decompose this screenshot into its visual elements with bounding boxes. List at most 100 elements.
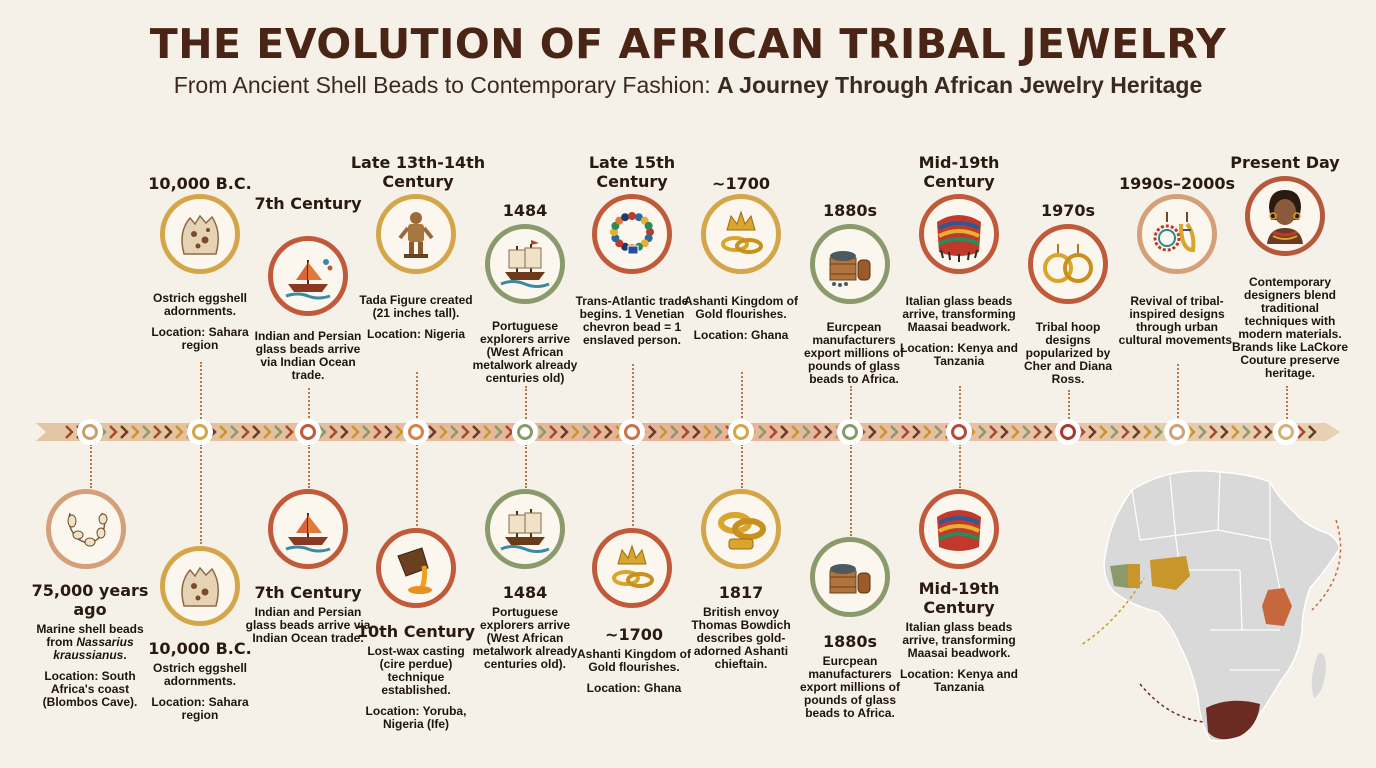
- band-chevron: [472, 425, 481, 439]
- eggshell-icon: [160, 546, 240, 626]
- band-chevron: [703, 425, 712, 439]
- band-chevron: [659, 425, 668, 439]
- band-chevron: [813, 425, 822, 439]
- band-chevron: [1143, 425, 1152, 439]
- map-arrow: [1311, 519, 1342, 611]
- timeline-node: [1164, 419, 1190, 445]
- connector: [308, 444, 310, 488]
- event-bottom-1484: 1484 Portuguese explorers arrive (West A…: [465, 583, 585, 671]
- maasai-collar-icon: [919, 489, 999, 569]
- timeline-node: [1055, 419, 1081, 445]
- page-title: THE EVOLUTION OF AFRICAN TRIBAL JEWELRY: [149, 20, 1227, 68]
- connector: [200, 444, 202, 544]
- crown-rings-icon: [701, 194, 781, 274]
- band-chevron: [692, 425, 701, 439]
- event-desc: Ostrich eggshell adornments.: [152, 661, 248, 688]
- event-date: 7th Century: [254, 583, 362, 602]
- event-date: 75,000 years ago: [31, 581, 149, 619]
- subtitle-plain: From Ancient Shell Beads to Contemporary…: [173, 72, 718, 98]
- map-arrow: [1139, 683, 1205, 723]
- band-chevron: [560, 425, 569, 439]
- event-bottom-mid-19th: Mid-19th Century Italian glass beads arr…: [899, 579, 1019, 694]
- event-bottom-10th-century: 10th Century Lost-wax casting (cire perd…: [356, 622, 476, 731]
- event-top-1990s-text: Revival of tribal-inspired designs throu…: [1117, 291, 1237, 347]
- band-chevron: [593, 425, 602, 439]
- band-chevron: [263, 425, 272, 439]
- map-arrow: [1080, 577, 1145, 647]
- band-chevron: [65, 425, 74, 439]
- band-chevron: [483, 425, 492, 439]
- casting-pot-icon: [376, 528, 456, 608]
- band-chevron: [571, 425, 580, 439]
- event-top-1880s-text: Eurcpean manufacturers export millions o…: [794, 317, 914, 386]
- timeline-node: [77, 419, 103, 445]
- desc-post: .: [123, 648, 127, 662]
- band-chevron: [1033, 425, 1042, 439]
- event-date: Mid-19th Century: [918, 153, 1000, 191]
- bead: [621, 242, 630, 251]
- band-chevron: [142, 425, 151, 439]
- band-chevron: [978, 425, 987, 439]
- bead: [628, 212, 636, 220]
- event-location: Location: Ghana: [693, 328, 789, 342]
- crate-barrel-icon: [810, 537, 890, 617]
- event-desc: Eurcpean manufacturers export millions o…: [803, 320, 904, 386]
- connector: [850, 444, 852, 536]
- band-chevron: [230, 425, 239, 439]
- band-chevron: [1121, 425, 1130, 439]
- band-chevron: [241, 425, 250, 439]
- caravel-icon: [485, 489, 565, 569]
- band-chevron: [1011, 425, 1020, 439]
- band-chevron: [549, 425, 558, 439]
- event-desc: Marine shell beads from Nassarius krauss…: [30, 623, 150, 662]
- band-chevron: [758, 425, 767, 439]
- event-top-late-15th: Late 15th Century: [572, 153, 692, 191]
- connector: [90, 444, 92, 488]
- event-date: 1990s–2000s: [1118, 174, 1236, 193]
- event-desc: British envoy Thomas Bowdich describes g…: [691, 605, 791, 671]
- portrait-icon: [1245, 176, 1325, 256]
- band-chevron: [252, 425, 261, 439]
- connector: [1177, 364, 1179, 422]
- event-desc: Eurcpean manufacturers export millions o…: [799, 654, 900, 720]
- band-chevron: [681, 425, 690, 439]
- ship-icon: [268, 236, 348, 316]
- band-chevron: [802, 425, 811, 439]
- event-top-10000bc: 10,000 B.C.: [140, 174, 260, 193]
- connector: [959, 444, 961, 488]
- band-chevron: [384, 425, 393, 439]
- band-chevron: [1231, 425, 1240, 439]
- event-date: 1484: [502, 583, 548, 602]
- band-chevron: [373, 425, 382, 439]
- band-chevron: [912, 425, 921, 439]
- band-chevron: [1022, 425, 1031, 439]
- band-chevron: [1187, 425, 1196, 439]
- timeline-node: [728, 419, 754, 445]
- event-date: 10,000 B.C.: [148, 639, 252, 658]
- connector: [1286, 386, 1288, 422]
- band-chevron: [1132, 425, 1141, 439]
- subtitle-bold: A Journey Through African Jewelry Herita…: [717, 72, 1203, 98]
- event-date: 7th Century: [254, 194, 362, 213]
- africa-map: [1080, 470, 1342, 742]
- event-desc: Revival of tribal-inspired designs throu…: [1118, 294, 1236, 347]
- connector: [741, 444, 743, 488]
- band-chevron: [461, 425, 470, 439]
- tada-figure-icon: [376, 194, 456, 274]
- page-subtitle: From Ancient Shell Beads to Contemporary…: [0, 72, 1376, 99]
- desc-pre: Marine shell beads from: [36, 622, 144, 649]
- event-date: Late 13th-14th Century: [350, 153, 486, 191]
- bead-necklace-icon: [592, 194, 672, 274]
- band-chevron: [989, 425, 998, 439]
- connector: [1068, 390, 1070, 422]
- event-desc: Portuguese explorers arrive (West Africa…: [472, 605, 578, 671]
- timeline-node: [512, 419, 538, 445]
- event-top-late-13th-text: Tada Figure created (21 inches tall). Lo…: [356, 290, 476, 341]
- band-chevron: [109, 425, 118, 439]
- bead: [611, 234, 620, 243]
- timeline-node: [187, 419, 213, 445]
- event-bottom-10000bc: 10,000 B.C. Ostrich eggshell adornments.…: [140, 639, 260, 722]
- band-chevron: [780, 425, 789, 439]
- event-desc: Ostrich eggshell adornments.: [152, 291, 248, 318]
- region-ghana-gold: [1128, 564, 1140, 588]
